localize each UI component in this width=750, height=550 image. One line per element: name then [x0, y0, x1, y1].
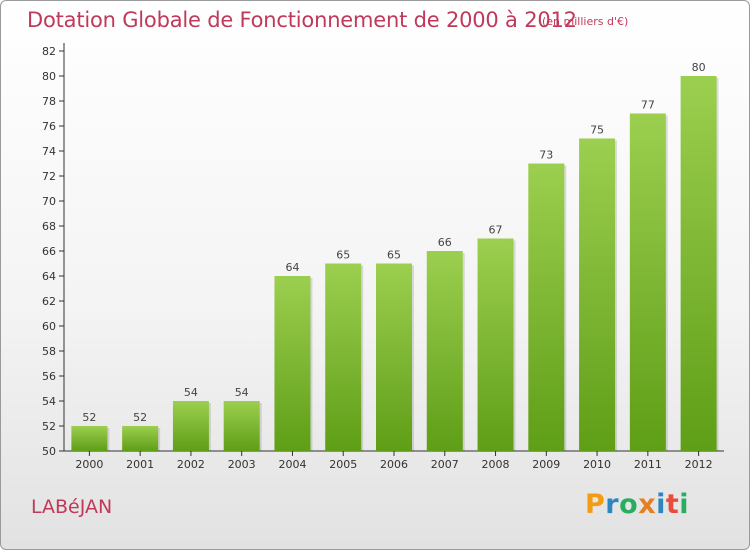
data-label: 65	[336, 249, 350, 262]
data-label: 52	[82, 411, 96, 424]
logo-letter: P	[585, 489, 606, 520]
y-tick-label: 70	[42, 195, 56, 208]
x-tick-label: 2003	[228, 458, 256, 471]
data-label: 54	[184, 386, 198, 399]
y-tick-label: 58	[42, 345, 56, 358]
bar	[274, 276, 311, 451]
x-tick-label: 2010	[583, 458, 611, 471]
bar	[579, 138, 616, 451]
data-label: 54	[235, 386, 249, 399]
logo-letter: i	[679, 489, 690, 520]
y-tick-label: 80	[42, 70, 56, 83]
data-label: 80	[692, 61, 706, 74]
bar	[71, 426, 108, 451]
bar	[426, 251, 463, 451]
bar	[376, 263, 412, 451]
y-tick-label: 66	[42, 245, 56, 258]
logo-letter: t	[665, 489, 680, 520]
data-label: 52	[133, 411, 147, 424]
y-tick-label: 52	[42, 420, 56, 433]
bar	[122, 426, 159, 451]
logo-letter: x	[638, 489, 657, 520]
y-tick-label: 76	[42, 120, 56, 133]
x-tick-label: 2001	[126, 458, 154, 471]
logo-letter: o	[619, 489, 639, 520]
data-label: 75	[590, 124, 604, 137]
x-tick-label: 2011	[634, 458, 662, 471]
x-tick-label: 2005	[329, 458, 357, 471]
bar	[223, 401, 260, 451]
y-tick-label: 74	[42, 145, 56, 158]
y-tick-label: 72	[42, 170, 56, 183]
y-tick-label: 50	[42, 445, 56, 458]
x-tick-label: 2007	[431, 458, 459, 471]
chart-title: Dotation Globale de Fonctionnement de 20…	[27, 8, 577, 32]
logo-letter: i	[656, 489, 666, 520]
data-label: 66	[438, 236, 452, 249]
data-label: 65	[387, 249, 401, 262]
bar	[477, 238, 514, 451]
x-tick-label: 2009	[532, 458, 560, 471]
x-tick-label: 2002	[177, 458, 205, 471]
y-tick-label: 62	[42, 295, 56, 308]
x-tick-label: 2000	[75, 458, 103, 471]
data-label: 64	[285, 261, 299, 274]
proxiti-logo: Proxiti	[585, 489, 689, 520]
y-tick-label: 64	[42, 270, 56, 283]
data-label: 77	[641, 99, 655, 112]
logo-letter: r	[605, 489, 620, 520]
x-tick-label: 2008	[482, 458, 510, 471]
y-tick-label: 54	[42, 395, 56, 408]
x-tick-label: 2012	[685, 458, 713, 471]
bar	[528, 163, 565, 451]
x-tick-label: 2004	[278, 458, 306, 471]
data-label: 73	[539, 149, 553, 162]
bar	[172, 401, 209, 451]
bar	[680, 76, 717, 451]
y-tick-label: 56	[42, 370, 56, 383]
x-tick-label: 2006	[380, 458, 408, 471]
commune-name: LABéJAN	[31, 496, 113, 518]
bar	[325, 263, 362, 451]
bar	[629, 113, 666, 451]
y-tick-label: 78	[42, 95, 56, 108]
y-tick-label: 68	[42, 220, 56, 233]
data-label: 67	[489, 224, 503, 237]
chart-subtitle: (en milliers d'€)	[542, 15, 629, 28]
y-tick-label: 82	[42, 45, 56, 58]
y-tick-label: 60	[42, 320, 56, 333]
